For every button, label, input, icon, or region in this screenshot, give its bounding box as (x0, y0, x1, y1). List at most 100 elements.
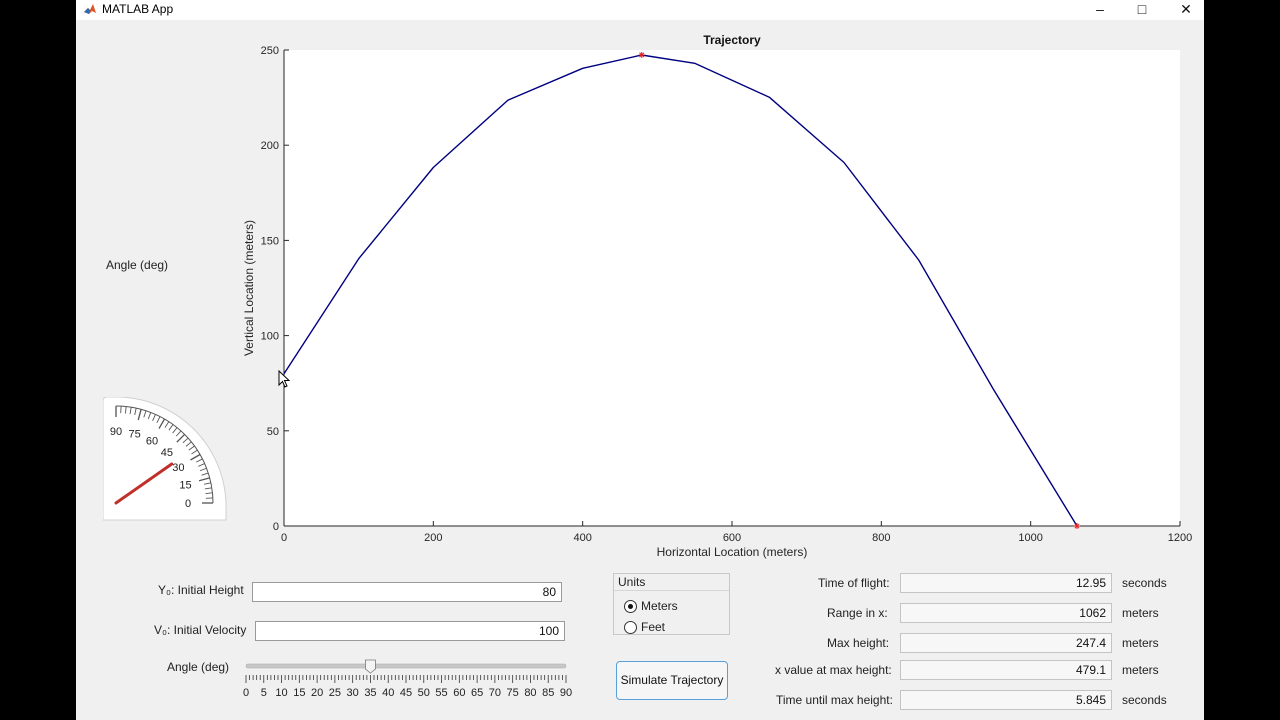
y-tick-label: 100 (261, 331, 279, 343)
time-to-max-label: Time until max height: (776, 693, 893, 707)
x-at-max-label: x value at max height: (775, 663, 892, 677)
gauge-tick (143, 410, 147, 418)
gauge-tick (164, 421, 170, 428)
slider-tick-label: 30 (347, 687, 359, 699)
feet-radio[interactable] (624, 621, 637, 634)
slider-tick-label: 35 (364, 687, 376, 699)
gauge-tick (158, 418, 166, 429)
slider-tick-label: 50 (418, 687, 430, 699)
x-at-max-value[interactable]: 479.1 (900, 660, 1112, 680)
slider-tick-label: 20 (311, 687, 323, 699)
title-bar: MATLAB App – □ ✕ (76, 0, 1204, 20)
slider-tick-label: 75 (507, 687, 519, 699)
point-marker (638, 51, 645, 58)
y-tick-label: 200 (261, 140, 279, 152)
slider-tick-label: 40 (382, 687, 394, 699)
meters-radio[interactable] (624, 600, 637, 613)
gauge-tick (205, 492, 213, 495)
angle-slider[interactable]: 0 5 10 15 20 25 30 35 40 45 50 55 60 65 70 75 80 85 90 (236, 656, 576, 700)
max-height-value[interactable]: 247.4 (900, 633, 1112, 653)
range-value[interactable]: 1062 (900, 603, 1112, 623)
gauge-tick (204, 487, 212, 490)
gauge-tick-label: 0 (185, 498, 191, 510)
trajectory-line (283, 54, 1078, 527)
chart-title: Trajectory (703, 34, 761, 47)
gauge-tick-label: 15 (179, 479, 191, 491)
y-axis-label: Vertical Location (meters) (242, 220, 256, 356)
slider-tick-label: 5 (261, 687, 267, 699)
slider-tick-label: 25 (329, 687, 341, 699)
initial-height-field[interactable]: 80 (252, 582, 562, 602)
gauge-tick (195, 458, 203, 463)
gauge-tick (175, 430, 182, 437)
gauge-tick (198, 477, 210, 482)
slider-tick-label: 90 (560, 687, 572, 699)
gauge-tick-label: 90 (110, 426, 122, 438)
gauge-tick (168, 424, 174, 431)
slider-tick-label: 70 (489, 687, 501, 699)
slider-tick-label: 10 (275, 687, 287, 699)
angle-slider-label: Angle (deg) (167, 660, 230, 674)
gauge-tick (124, 406, 127, 414)
gauge-tick (172, 427, 178, 434)
gauge-arc (115, 405, 214, 504)
slider-tick-label: 60 (453, 687, 465, 699)
trajectory-chart: 0 200 400 600 800 1000 1200 0 50 100 150 200 250 Traj… (242, 34, 1192, 559)
gauge-tick (185, 441, 192, 447)
time-of-flight-unit: seconds (1122, 576, 1167, 590)
slider-tick-label: 65 (471, 687, 483, 699)
y-tick-label: 150 (261, 235, 279, 247)
app-content: Angle (deg) 0 15 30 45 60 75 90 0 200 400 600 800 1… (76, 20, 1204, 720)
gauge-tick (147, 412, 152, 420)
gauge-tick (152, 414, 156, 421)
x-tick-label: 1200 (1168, 532, 1192, 544)
time-of-flight-label: Time of flight: (818, 576, 890, 590)
gauge-tick (201, 472, 209, 476)
minimize-button[interactable]: – (1096, 1, 1104, 17)
slider-tick-label: 15 (293, 687, 305, 699)
slider-tick-label: 55 (435, 687, 447, 699)
maximize-button[interactable]: □ (1137, 1, 1147, 17)
time-to-max-value[interactable]: 5.845 (900, 690, 1112, 710)
time-to-max-unit: seconds (1122, 693, 1167, 707)
gauge-tick (188, 445, 195, 451)
gauge-tick (134, 408, 137, 416)
slider-track[interactable] (245, 663, 567, 669)
slider-tick-label: 45 (400, 687, 412, 699)
close-button[interactable]: ✕ (1180, 1, 1192, 17)
gauge-tick (137, 409, 142, 421)
y-tick-label: 0 (273, 521, 279, 533)
gauge-tick-label: 60 (146, 436, 158, 448)
mouse-cursor-icon (278, 370, 291, 388)
x-tick-label: 1000 (1018, 532, 1042, 544)
x-tick-label: 800 (872, 532, 890, 544)
x-tick-label: 600 (723, 532, 741, 544)
window-title: MATLAB App (102, 2, 174, 16)
app-window: MATLAB App – □ ✕ Angle (deg) 0 15 30 45 60 75… (76, 0, 1204, 720)
gauge-tick (203, 482, 211, 485)
y-tick-label: 50 (267, 426, 279, 438)
gauge-tick (176, 433, 186, 443)
meters-label: Meters (641, 599, 678, 613)
gauge-tick (129, 407, 132, 415)
units-panel-header: Units (614, 574, 729, 591)
x-tick-label: 200 (424, 532, 442, 544)
point-marker (1073, 523, 1080, 529)
gauge-tick-label: 75 (129, 428, 141, 440)
velocity-label: V₀: Initial Velocity (154, 623, 247, 637)
units-title: Units (618, 575, 646, 589)
slider-tick-label: 0 (243, 687, 249, 699)
range-label: Range in x: (827, 606, 888, 620)
gauge-tick (190, 453, 201, 461)
initial-velocity-field[interactable]: 100 (255, 621, 565, 641)
gauge-tick (156, 416, 161, 424)
gauge-tick (182, 437, 189, 444)
x-tick-label: 400 (573, 532, 591, 544)
time-of-flight-value[interactable]: 12.95 (900, 573, 1112, 593)
simulate-trajectory-button[interactable]: Simulate Trajectory (616, 661, 728, 700)
feet-label: Feet (641, 620, 666, 634)
gauge-label: Angle (deg) (106, 258, 169, 272)
gauge-tick-label: 30 (172, 462, 184, 474)
slider-thumb[interactable] (365, 659, 376, 674)
